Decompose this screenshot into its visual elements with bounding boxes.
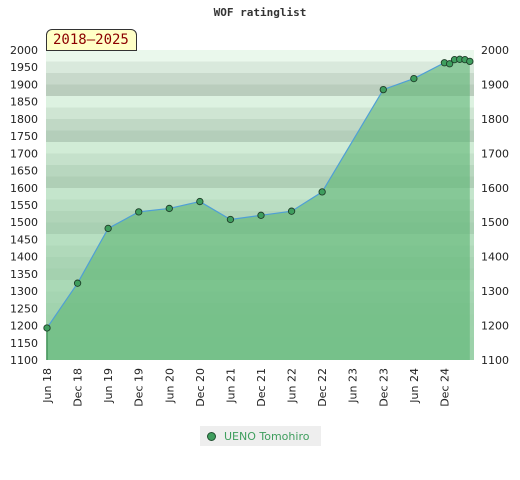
data-point-5 [196, 197, 204, 206]
data-point-9 [318, 188, 326, 196]
data-point-0 [43, 324, 51, 332]
y-axis-right: 1100 1200 1300 1400 1500 1600 1700 1800 1900 2000 [481, 44, 509, 367]
y-tick-label-left: 1200 [10, 320, 38, 333]
y-tick-label-right: 1500 [481, 216, 509, 229]
y-tick-label-right: 1800 [481, 113, 509, 126]
legend-label: UENO Tomohiro [224, 429, 310, 443]
y-tick-label-right: 1700 [481, 147, 509, 160]
y-tick-label-left: 2000 [10, 44, 38, 57]
y-tick-label-left: 1450 [10, 233, 38, 246]
period-badge: 2018–2025 [46, 29, 137, 51]
background-band [46, 130, 474, 142]
y-tick-label-left: 1650 [10, 165, 38, 178]
x-tick-label: Jun 23 [347, 368, 360, 404]
data-point-1 [73, 279, 82, 287]
background-band [46, 199, 474, 211]
background-band [46, 142, 474, 154]
y-tick-label-left: 1800 [10, 113, 38, 126]
y-tick-label-left: 1850 [10, 96, 38, 109]
x-tick-label: Jun 20 [163, 368, 176, 404]
data-point-2 [104, 224, 112, 233]
legend-marker [207, 431, 216, 441]
background-band [46, 50, 474, 62]
data-point-7 [257, 211, 265, 219]
legend[interactable]: UENO Tomohiro [200, 426, 321, 446]
background-band [46, 119, 474, 131]
x-tick-label: Jun 21 [224, 368, 237, 404]
background-band [46, 84, 474, 96]
x-tick-label: Jun 22 [286, 368, 299, 404]
x-tick-label: Dec 24 [438, 368, 451, 407]
y-axis-left: 1100 1150 1200 1250 1300 1350 1400 1450 1500 1550… [10, 44, 38, 367]
background-band [46, 188, 474, 200]
x-tick-label: Jun 24 [408, 368, 421, 404]
y-tick-label-right: 1300 [481, 285, 509, 298]
y-tick-label-left: 1750 [10, 130, 38, 143]
background-band [46, 96, 474, 108]
series-area-fill [47, 59, 470, 361]
data-point-4 [165, 204, 173, 213]
y-tick-label-left: 1400 [10, 251, 38, 264]
y-tick-label-right: 2000 [481, 44, 509, 57]
y-tick-label-left: 1950 [10, 61, 38, 74]
y-tick-label-left: 1250 [10, 302, 38, 315]
y-tick-label-left: 1300 [10, 285, 38, 298]
y-tick-label-left: 1900 [10, 78, 38, 91]
x-tick-label: Dec 21 [255, 368, 268, 407]
x-tick-label: Dec 22 [316, 368, 329, 407]
x-tick-label: Dec 20 [194, 368, 207, 407]
data-point-11 [410, 74, 418, 83]
y-tick-label-left: 1350 [10, 268, 38, 281]
background-band [46, 107, 474, 119]
background-band [46, 73, 474, 85]
background-band [46, 176, 474, 188]
background-band [46, 61, 474, 73]
x-tick-label: Dec 23 [377, 368, 390, 407]
data-point-10 [379, 85, 387, 94]
y-tick-label-left: 1700 [10, 147, 38, 160]
background-band [46, 153, 474, 165]
y-tick-label-right: 1600 [481, 182, 509, 195]
data-point-3 [135, 208, 143, 216]
x-tick-label: Dec 19 [133, 368, 146, 407]
x-tick-label: Jun 18 [41, 368, 54, 404]
y-tick-label-right: 1900 [481, 78, 509, 91]
y-tick-label-left: 1150 [10, 337, 38, 350]
x-axis: Jun 18 Dec 18 Jun 19 Dec 19 Jun 20 Dec 20 Jun … [41, 368, 451, 407]
data-point-17 [466, 57, 474, 66]
data-point-13 [445, 60, 454, 68]
y-tick-label-right: 1200 [481, 320, 509, 333]
y-tick-label-left: 1100 [10, 354, 38, 367]
background-band [46, 165, 474, 177]
y-tick-label-left: 1550 [10, 199, 38, 212]
y-tick-label-left: 1600 [10, 182, 38, 195]
x-tick-label: Jun 19 [102, 368, 115, 404]
x-tick-label: Dec 18 [72, 368, 85, 407]
data-points [43, 55, 474, 332]
chart-title: WOF ratinglist [213, 6, 307, 19]
y-tick-label-right: 1400 [481, 251, 509, 264]
y-tick-label-left: 1500 [10, 216, 38, 229]
data-point-8 [287, 207, 296, 215]
y-tick-label-right: 1100 [481, 354, 509, 367]
data-point-6 [226, 215, 235, 224]
